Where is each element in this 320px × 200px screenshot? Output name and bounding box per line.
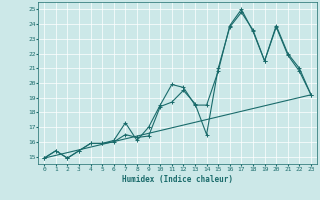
X-axis label: Humidex (Indice chaleur): Humidex (Indice chaleur) <box>122 175 233 184</box>
